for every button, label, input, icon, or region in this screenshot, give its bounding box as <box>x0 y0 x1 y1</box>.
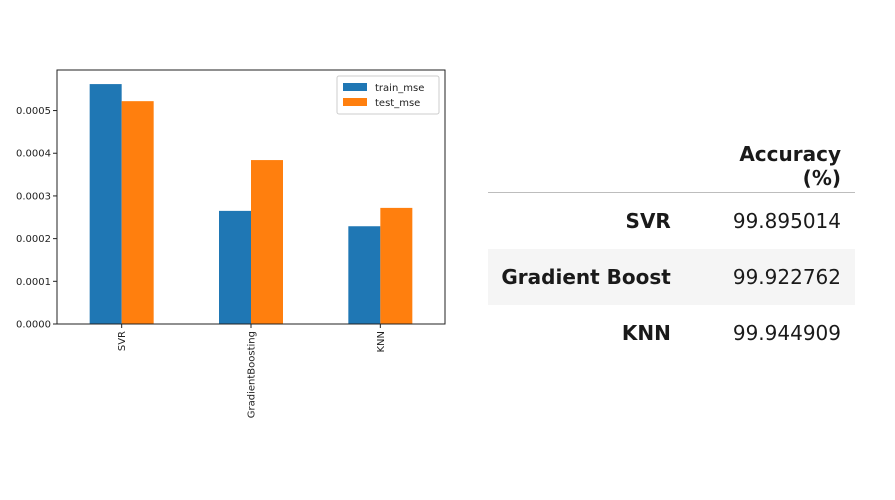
legend-label: test_mse <box>375 98 420 109</box>
legend-swatch-test_mse <box>343 98 367 106</box>
y-tick-label: 0.0001 <box>16 277 51 288</box>
bar-test_mse-SVR <box>121 101 154 324</box>
bar-test_mse-GradientBoosting <box>251 160 283 324</box>
row-model-label: Gradient Boost <box>501 265 671 289</box>
table-row: Gradient Boost 99.922762 <box>488 249 855 305</box>
table-row: SVR 99.895014 <box>488 193 855 250</box>
y-tick-label: 0.0000 <box>16 320 51 331</box>
y-tick-label: 0.0002 <box>16 234 51 245</box>
table-header-blank <box>488 140 733 193</box>
plot-frame <box>56 69 446 325</box>
x-tick-label: KNN <box>376 331 387 353</box>
y-axis-ticks: 0.0000 0.0001 0.0002 0.0003 0.0004 0.0005 <box>16 106 57 331</box>
bar-chart: 0.0000 0.0001 0.0002 0.0003 0.0004 0.0005 SVR… <box>16 69 446 418</box>
legend-label: train_mse <box>375 83 424 94</box>
x-axis-ticks: SVR GradientBoosting KNN <box>117 324 387 418</box>
bar-train_mse-KNN <box>348 226 381 324</box>
bars-group <box>89 84 413 324</box>
y-tick-label: 0.0003 <box>16 191 51 202</box>
y-tick-label: 0.0004 <box>16 149 51 160</box>
table-header-row: Accuracy (%) <box>488 140 855 193</box>
row-model-label: KNN <box>621 321 671 345</box>
row-accuracy-value: 99.895014 <box>732 209 841 233</box>
row-accuracy-value: 99.922762 <box>732 265 841 289</box>
accuracy-table: Accuracy (%) SVR 99.895014 Gradient Boos… <box>488 140 855 361</box>
bar-train_mse-GradientBoosting <box>219 210 251 324</box>
x-tick-label: GradientBoosting <box>247 331 258 418</box>
row-accuracy-value: 99.944909 <box>732 321 841 345</box>
bar-test_mse-KNN <box>380 207 413 324</box>
row-model-label: SVR <box>625 209 671 233</box>
table-row: KNN 99.944909 <box>488 305 855 361</box>
table-header-accuracy: Accuracy (%) <box>732 140 855 193</box>
x-tick-label: SVR <box>117 331 128 351</box>
legend-swatch-train_mse <box>343 83 367 91</box>
bar-train_mse-SVR <box>89 84 122 324</box>
legend: train_mse test_mse <box>336 75 440 115</box>
y-tick-label: 0.0005 <box>16 106 51 117</box>
